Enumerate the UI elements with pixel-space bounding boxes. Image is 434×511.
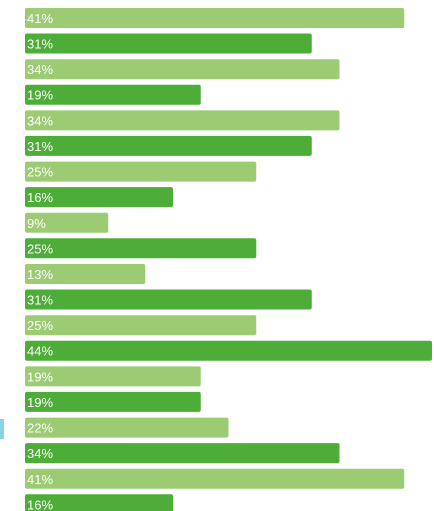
bar-value-label: 19%: [27, 369, 53, 384]
bar-value-label: 31%: [27, 293, 53, 308]
bar-value-label: 44%: [27, 344, 53, 359]
bar-group-10-series-1: [25, 468, 405, 489]
bar-value-label: 41%: [27, 472, 53, 487]
bar-value-label: 41%: [27, 11, 53, 26]
bar-value-label: 16%: [27, 497, 53, 511]
bar-group-2-series-2: [25, 84, 201, 105]
bar-group-8-series-1: [25, 366, 201, 387]
bar-group-4-series-1: [25, 161, 257, 182]
bar-value-label: 34%: [27, 113, 53, 128]
bar-value-label: 19%: [27, 88, 53, 103]
bar-value-label: 34%: [27, 446, 53, 461]
bar-value-label: 25%: [27, 165, 53, 180]
bar-value-label: 31%: [27, 37, 53, 52]
bar-value-label: 34%: [27, 62, 53, 77]
bar-value-label: 13%: [27, 267, 53, 282]
bar-group-6-series-1: [25, 264, 146, 284]
bar-group-3-series-1: [25, 110, 340, 131]
bar-value-label: 16%: [27, 190, 53, 205]
bar-value-label: 22%: [27, 421, 53, 436]
bar-value-label: 9%: [27, 216, 46, 231]
bar-group-9-series-1: [25, 417, 229, 438]
bar-group-10-series-2: [25, 494, 173, 511]
bar-value-label: 31%: [27, 139, 53, 154]
bar-group-3-series-2: [25, 135, 312, 156]
bar-group-8-series-2: [25, 391, 201, 412]
bar-group-4-series-2: [25, 187, 173, 208]
bar-group-2-series-1: [25, 59, 340, 80]
bar-group-1-series-2: [25, 33, 312, 54]
bar-group-6-series-2: [25, 289, 312, 310]
bar-group-7-series-2: [25, 340, 432, 361]
bar-group-1-series-1: [25, 8, 405, 28]
bar-value-label: 25%: [27, 241, 53, 256]
selection-indicator: [0, 419, 4, 439]
bar-value-label: 25%: [27, 318, 53, 333]
bar-group-7-series-1: [25, 315, 257, 336]
bar-group-5-series-2: [25, 238, 257, 259]
bar-group-5-series-1: [25, 212, 109, 233]
bar-group-9-series-2: [25, 443, 340, 464]
bar-value-label: 19%: [27, 395, 53, 410]
